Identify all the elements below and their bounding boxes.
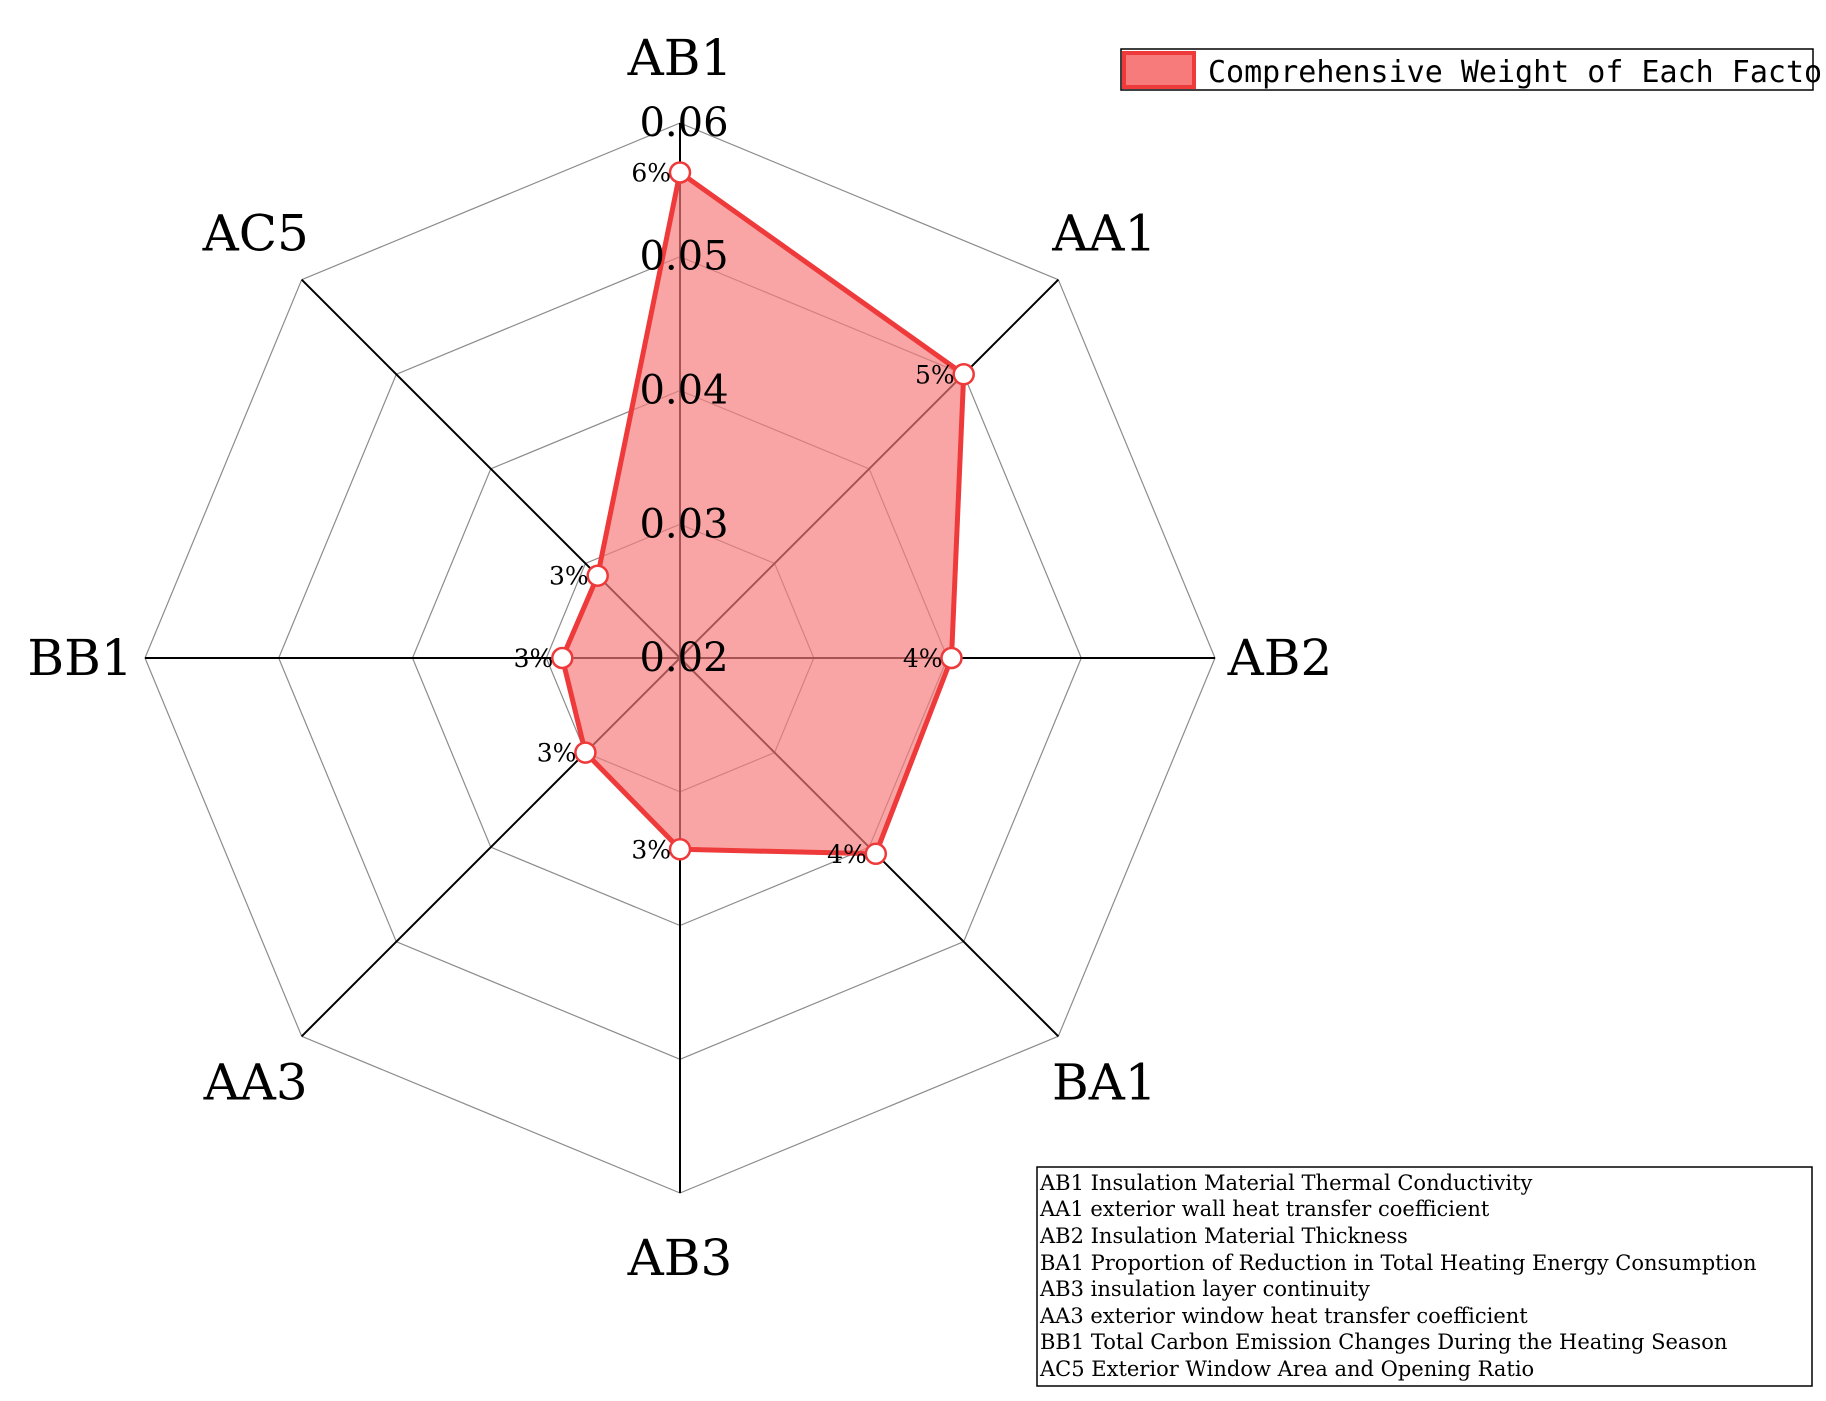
axis-label: AC5 bbox=[202, 205, 309, 263]
definition-item: AA3 exterior window heat transfer coeffi… bbox=[1039, 1304, 1528, 1328]
axis-label: AA1 bbox=[1051, 205, 1156, 263]
axis-label: AB2 bbox=[1227, 629, 1333, 687]
data-label: 6% bbox=[631, 159, 671, 188]
legend-frame bbox=[1120, 48, 1814, 91]
data-label: 3% bbox=[537, 739, 577, 768]
axis-label: AB3 bbox=[627, 1229, 733, 1287]
axis-label: AA3 bbox=[203, 1053, 308, 1111]
data-label: 3% bbox=[631, 835, 671, 864]
data-label: 4% bbox=[903, 644, 943, 673]
definitions-frame bbox=[1036, 1166, 1813, 1387]
data-label: 5% bbox=[915, 360, 955, 389]
data-point bbox=[668, 838, 692, 861]
factor-definitions-box: AB1 Insulation Material Thermal Conducti… bbox=[1036, 1166, 1813, 1387]
definition-item: AC5 Exterior Window Area and Opening Rat… bbox=[1039, 1357, 1534, 1381]
data-point bbox=[864, 842, 888, 866]
data-point bbox=[952, 363, 975, 386]
tick-label: 0.02 bbox=[639, 635, 728, 681]
definition-item: AB1 Insulation Material Thermal Conducti… bbox=[1039, 1171, 1533, 1195]
definition-item: AA1 exterior wall heat transfer coeffici… bbox=[1039, 1197, 1490, 1221]
definition-item: AB2 Insulation Material Thickness bbox=[1039, 1224, 1408, 1248]
tick-label: 0.04 bbox=[639, 368, 728, 414]
data-point bbox=[586, 564, 609, 587]
axis-labels: AB1 AA1 AB2 BA1 AB3 AA3 BB1 AC5 bbox=[27, 29, 1332, 1287]
axis-label: AB1 bbox=[627, 29, 733, 87]
data-label: 3% bbox=[514, 644, 554, 673]
data-point bbox=[940, 646, 963, 670]
axis-label: BA1 bbox=[1052, 1053, 1157, 1111]
data-labels: 6% 5% 4% 4% 3% 3% 3% 3% bbox=[514, 159, 955, 869]
tick-label: 0.06 bbox=[639, 100, 728, 146]
data-label: 4% bbox=[827, 840, 867, 869]
data-point bbox=[668, 161, 692, 184]
tick-label: 0.05 bbox=[639, 234, 728, 280]
definition-item: AB3 insulation layer continuity bbox=[1039, 1277, 1370, 1301]
legend-swatch bbox=[1122, 51, 1196, 89]
tick-label: 0.03 bbox=[639, 501, 728, 547]
radial-tick-labels: 0.02 0.03 0.04 0.05 0.06 bbox=[639, 100, 728, 681]
definition-item: BB1 Total Carbon Emission Changes During… bbox=[1040, 1330, 1727, 1354]
series-area bbox=[559, 170, 967, 857]
legend: Comprehensive Weight of Each Factor bbox=[1120, 48, 1826, 91]
data-label: 3% bbox=[549, 562, 589, 591]
axis-label: BB1 bbox=[27, 629, 132, 687]
data-point bbox=[551, 646, 574, 670]
definition-item: BA1 Proportion of Reduction in Total Hea… bbox=[1040, 1251, 1757, 1275]
data-point bbox=[574, 741, 597, 764]
legend-label: Comprehensive Weight of Each Factor bbox=[1208, 55, 1826, 90]
radar-series bbox=[551, 161, 975, 866]
